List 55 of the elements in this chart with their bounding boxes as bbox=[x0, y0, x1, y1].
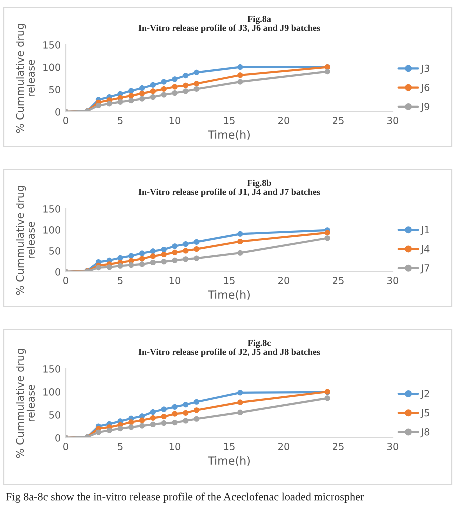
legend-label: J5 bbox=[420, 409, 430, 418]
chart-title: Fig.8c bbox=[248, 340, 271, 348]
x-tick-label: 25 bbox=[333, 443, 344, 450]
legend-label: J4 bbox=[420, 246, 430, 255]
y-axis-title: % Cummulative drug release bbox=[16, 24, 36, 134]
y-tick-label: 50 bbox=[50, 86, 60, 94]
legend-label: J1 bbox=[420, 226, 430, 236]
caption: Fig 8a-8c show the in-vitro release profile of the Aceclofenac loaded microspher bbox=[6, 492, 364, 503]
x-tick-label: 25 bbox=[333, 117, 344, 124]
y-tick-label: 150 bbox=[44, 41, 60, 49]
y-tick-label: 0 bbox=[56, 108, 60, 116]
chart-title: Fig.8a bbox=[248, 16, 272, 24]
y-tick-label: 150 bbox=[44, 205, 60, 213]
x-tick-label: 20 bbox=[278, 277, 290, 284]
legend-label: J3 bbox=[420, 64, 430, 74]
x-tick-label: 0 bbox=[64, 277, 68, 284]
chart-subtitle: In-Vitro release profile of J2, J5 and J8 batches bbox=[138, 348, 320, 358]
legend-label: J7 bbox=[420, 264, 430, 274]
y-tick-label: 100 bbox=[44, 64, 60, 72]
x-tick-label: 15 bbox=[224, 277, 235, 284]
y-tick-label: 0 bbox=[56, 268, 60, 276]
y-tick-label: 50 bbox=[50, 247, 60, 255]
y-tick-label: 50 bbox=[50, 411, 60, 419]
legend-label: J9 bbox=[420, 103, 430, 112]
x-tick-label: 15 bbox=[224, 117, 235, 124]
y-tick-label: 150 bbox=[44, 365, 60, 373]
x-tick-label: 30 bbox=[388, 117, 399, 124]
x-axis-title: Time(h) bbox=[208, 130, 250, 140]
y-tick-label: 100 bbox=[44, 226, 60, 234]
y-axis-title: % Cummulative drug release bbox=[16, 349, 36, 458]
x-tick-label: 10 bbox=[170, 277, 181, 284]
x-tick-label: 5 bbox=[118, 277, 123, 284]
x-tick-label: 30 bbox=[388, 443, 399, 450]
x-tick-label: 20 bbox=[278, 443, 290, 450]
y-axis-title: % Cummulative drug release bbox=[16, 186, 36, 296]
legend-label: J8 bbox=[420, 428, 430, 438]
x-tick-label: 20 bbox=[278, 117, 290, 124]
x-tick-label: 30 bbox=[388, 277, 399, 284]
y-tick-label: 100 bbox=[44, 388, 60, 396]
x-tick-label: 10 bbox=[170, 443, 181, 450]
x-axis-title: Time(h) bbox=[208, 456, 250, 466]
y-tick-label: 0 bbox=[56, 434, 60, 442]
x-axis-title: Time(h) bbox=[208, 290, 250, 300]
x-tick-label: 15 bbox=[224, 443, 235, 450]
legend-label: J2 bbox=[420, 390, 430, 400]
x-tick-label: 0 bbox=[64, 443, 68, 450]
x-tick-label: 0 bbox=[64, 117, 68, 124]
x-tick-label: 10 bbox=[170, 117, 181, 124]
chart-title: Fig.8b bbox=[247, 180, 272, 188]
x-tick-label: 25 bbox=[333, 277, 344, 284]
legend-label: J6 bbox=[420, 84, 430, 94]
x-tick-label: 5 bbox=[118, 443, 123, 450]
chart-subtitle: In-Vitro release profile of J3, J6 and J9 batches bbox=[138, 24, 320, 34]
chart-subtitle: In-Vitro release profile of J1, J4 and J7 batches bbox=[138, 188, 320, 198]
x-tick-label: 5 bbox=[118, 117, 123, 124]
